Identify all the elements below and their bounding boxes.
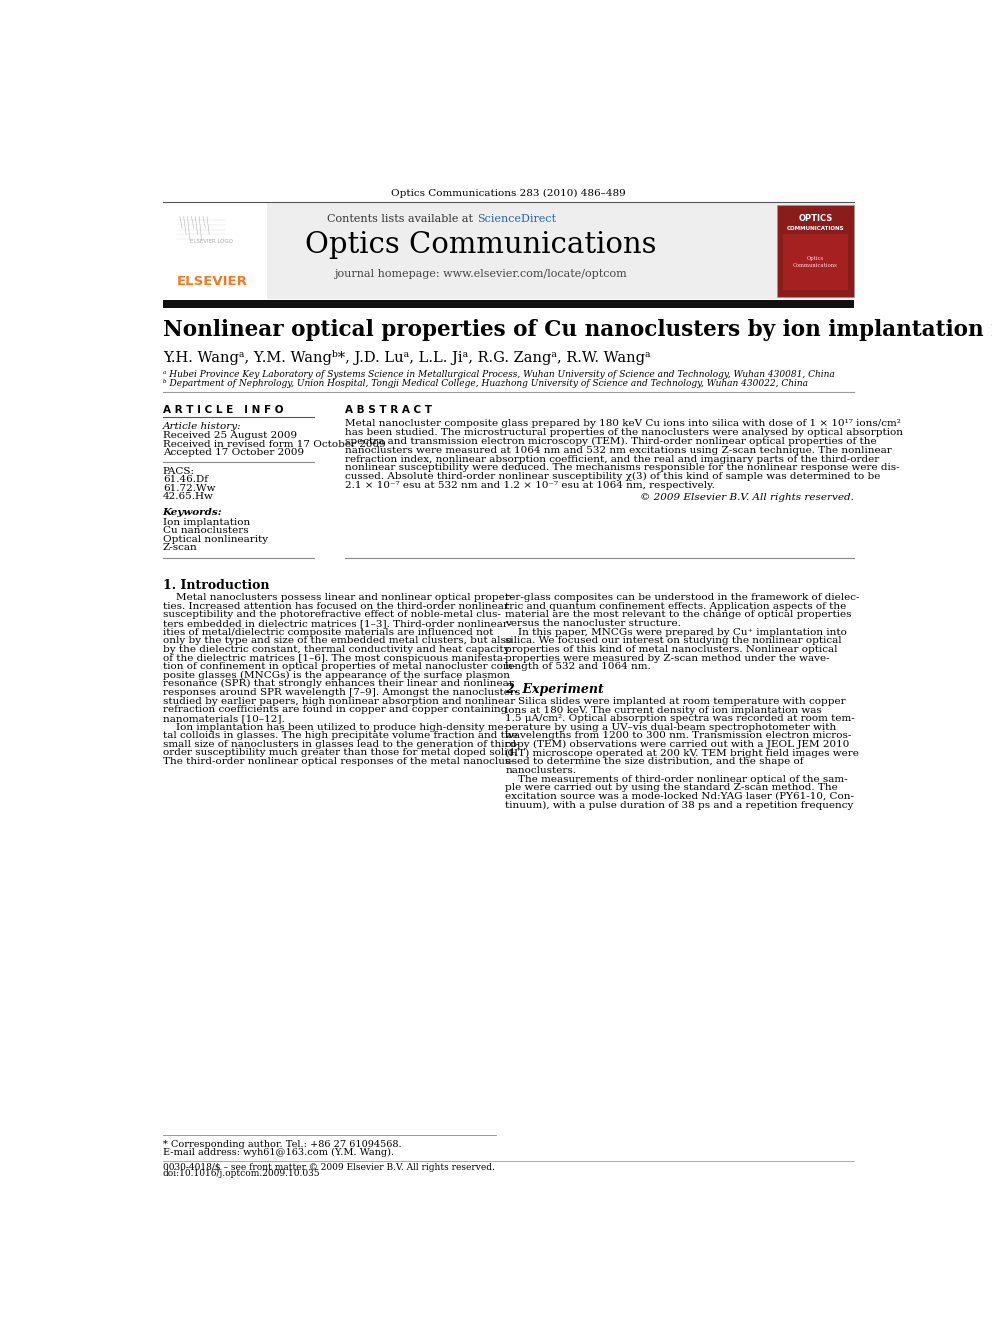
Text: ᵇ Department of Nephrology, Union Hospital, Tongji Medical College, Huazhong Uni: ᵇ Department of Nephrology, Union Hospit…	[163, 380, 807, 388]
Text: spectra and transmission electron microscopy (TEM). Third-order nonlinear optica: spectra and transmission electron micros…	[345, 437, 877, 446]
Text: copy (TEM) observations were carried out with a JEOL JEM 2010: copy (TEM) observations were carried out…	[505, 740, 850, 749]
Text: Contents lists available at: Contents lists available at	[327, 214, 476, 224]
Text: nonlinear susceptibility were deduced. The mechanisms responsible for the nonlin: nonlinear susceptibility were deduced. T…	[345, 463, 900, 472]
Text: journal homepage: www.elsevier.com/locate/optcom: journal homepage: www.elsevier.com/locat…	[334, 270, 627, 279]
Text: tric and quantum confinement effects. Application aspects of the: tric and quantum confinement effects. Ap…	[505, 602, 846, 611]
Text: ters embedded in dielectric matrices [1–3]. Third-order nonlinear-: ters embedded in dielectric matrices [1–…	[163, 619, 511, 628]
Text: Optical nonlinearity: Optical nonlinearity	[163, 534, 268, 544]
Text: refraction coefficients are found in copper and copper containing: refraction coefficients are found in cop…	[163, 705, 507, 714]
Text: Accepted 17 October 2009: Accepted 17 October 2009	[163, 448, 304, 458]
Text: of the dielectric matrices [1–6]. The most conspicuous manifesta-: of the dielectric matrices [1–6]. The mo…	[163, 654, 506, 663]
Text: tal colloids in glasses. The high precipitate volume fraction and the: tal colloids in glasses. The high precip…	[163, 732, 518, 740]
Text: * Corresponding author. Tel.: +86 27 61094568.: * Corresponding author. Tel.: +86 27 610…	[163, 1140, 402, 1148]
Text: small size of nanoclusters in glasses lead to the generation of third-: small size of nanoclusters in glasses le…	[163, 740, 520, 749]
Text: ᵃ Hubei Province Key Laboratory of Systems Science in Metallurgical Process, Wuh: ᵃ Hubei Province Key Laboratory of Syste…	[163, 370, 834, 378]
Text: studied by earlier papers, high nonlinear absorption and nonlinear: studied by earlier papers, high nonlinea…	[163, 697, 515, 705]
Text: nanomaterials [10–12].: nanomaterials [10–12].	[163, 714, 285, 722]
Text: PACS:: PACS:	[163, 467, 194, 476]
Text: Article history:: Article history:	[163, 422, 241, 431]
Text: only by the type and size of the embedded metal clusters, but also: only by the type and size of the embedde…	[163, 636, 512, 646]
Text: Ion implantation: Ion implantation	[163, 517, 250, 527]
Bar	[163, 202, 854, 299]
Text: by the dielectric constant, thermal conductivity and heat capacity: by the dielectric constant, thermal cond…	[163, 644, 509, 654]
Text: resonance (SPR) that strongly enhances their linear and nonlinear: resonance (SPR) that strongly enhances t…	[163, 679, 514, 688]
Text: The third-order nonlinear optical responses of the metal nanoclus-: The third-order nonlinear optical respon…	[163, 757, 514, 766]
Text: 1.5 μA/cm². Optical absorption spectra was recorded at room tem-: 1.5 μA/cm². Optical absorption spectra w…	[505, 714, 855, 724]
Text: properties of this kind of metal nanoclusters. Nonlinear optical: properties of this kind of metal nanoclu…	[505, 644, 838, 654]
Bar	[163, 300, 854, 308]
Text: ScienceDirect: ScienceDirect	[477, 214, 557, 224]
Text: refraction index, nonlinear absorption coefficient, and the real and imaginary p: refraction index, nonlinear absorption c…	[345, 455, 879, 463]
Text: ple were carried out by using the standard Z-scan method. The: ple were carried out by using the standa…	[505, 783, 838, 792]
Text: perature by using a UV–vis dual-beam spectrophotometer with: perature by using a UV–vis dual-beam spe…	[505, 722, 836, 732]
Text: Cu nanoclusters: Cu nanoclusters	[163, 527, 248, 536]
Text: nanoclusters.: nanoclusters.	[505, 766, 576, 775]
Text: 0030-4018/$ – see front matter © 2009 Elsevier B.V. All rights reserved.: 0030-4018/$ – see front matter © 2009 El…	[163, 1163, 495, 1172]
Text: material are the most relevant to the change of optical properties: material are the most relevant to the ch…	[505, 610, 852, 619]
Text: COMMUNICATIONS: COMMUNICATIONS	[787, 225, 844, 230]
Bar	[783, 234, 848, 290]
Text: Received 25 August 2009: Received 25 August 2009	[163, 431, 297, 441]
Text: A R T I C L E   I N F O: A R T I C L E I N F O	[163, 405, 284, 415]
Text: A B S T R A C T: A B S T R A C T	[345, 405, 432, 415]
Text: susceptibility and the photorefractive effect of noble-metal clus-: susceptibility and the photorefractive e…	[163, 610, 501, 619]
Text: In this paper, MNCGs were prepared by Cu⁺ implantation into: In this paper, MNCGs were prepared by Cu…	[505, 627, 847, 636]
Text: 42.65.Hw: 42.65.Hw	[163, 492, 213, 501]
Text: Ion implantation has been utilized to produce high-density me-: Ion implantation has been utilized to pr…	[163, 722, 507, 732]
Bar	[163, 202, 268, 299]
Text: ities of metal/dielectric composite materials are influenced not: ities of metal/dielectric composite mate…	[163, 627, 493, 636]
Text: silica. We focused our interest on studying the nonlinear optical: silica. We focused our interest on study…	[505, 636, 842, 646]
Text: 61.46.Df: 61.46.Df	[163, 475, 207, 484]
Text: 61.72.Ww: 61.72.Ww	[163, 484, 215, 493]
Text: wavelengths from 1200 to 300 nm. Transmission electron micros-: wavelengths from 1200 to 300 nm. Transmi…	[505, 732, 852, 741]
Text: tinuum), with a pulse duration of 38 ps and a repetition frequency: tinuum), with a pulse duration of 38 ps …	[505, 800, 854, 810]
Text: (HT) microscope operated at 200 kV. TEM bright field images were: (HT) microscope operated at 200 kV. TEM …	[505, 749, 859, 758]
Text: ELSEVIER: ELSEVIER	[177, 275, 248, 288]
Text: Keywords:: Keywords:	[163, 508, 222, 517]
Text: responses around SPR wavelength [7–9]. Amongst the nanoclusters: responses around SPR wavelength [7–9]. A…	[163, 688, 520, 697]
Text: Z-scan: Z-scan	[163, 544, 197, 552]
Text: Optics Communications: Optics Communications	[305, 232, 657, 259]
Text: nanoclusters were measured at 1064 nm and 532 nm excitations using Z-scan techni: nanoclusters were measured at 1064 nm an…	[345, 446, 892, 455]
Text: cussed. Absolute third-order nonlinear susceptibility χ(3) of this kind of sampl: cussed. Absolute third-order nonlinear s…	[345, 472, 880, 482]
Text: versus the nanocluster structure.: versus the nanocluster structure.	[505, 619, 682, 628]
Text: Y.H. Wangᵃ, Y.M. Wangᵇ*, J.D. Luᵃ, L.L. Jiᵃ, R.G. Zangᵃ, R.W. Wangᵃ: Y.H. Wangᵃ, Y.M. Wangᵇ*, J.D. Luᵃ, L.L. …	[163, 349, 651, 365]
Text: © 2009 Elsevier B.V. All rights reserved.: © 2009 Elsevier B.V. All rights reserved…	[640, 493, 854, 501]
Text: excitation source was a mode-locked Nd:YAG laser (PY61-10, Con-: excitation source was a mode-locked Nd:Y…	[505, 792, 854, 800]
Text: ions at 180 keV. The current density of ion implantation was: ions at 180 keV. The current density of …	[505, 705, 822, 714]
Text: ter-glass composites can be understood in the framework of dielec-: ter-glass composites can be understood i…	[505, 593, 860, 602]
Text: doi:10.1016/j.optcom.2009.10.035: doi:10.1016/j.optcom.2009.10.035	[163, 1170, 320, 1177]
Text: posite glasses (MNCGs) is the appearance of the surface plasmon: posite glasses (MNCGs) is the appearance…	[163, 671, 510, 680]
Text: OPTICS: OPTICS	[799, 214, 832, 224]
Text: properties were measured by Z-scan method under the wave-: properties were measured by Z-scan metho…	[505, 654, 830, 663]
Text: Metal nanoclusters possess linear and nonlinear optical proper-: Metal nanoclusters possess linear and no…	[163, 593, 513, 602]
Text: Received in revised form 17 October 2009: Received in revised form 17 October 2009	[163, 441, 386, 448]
Text: Metal nanocluster composite glass prepared by 180 keV Cu ions into silica with d: Metal nanocluster composite glass prepar…	[345, 419, 901, 429]
Text: length of 532 and 1064 nm.: length of 532 and 1064 nm.	[505, 662, 651, 671]
Text: 2.1 × 10⁻⁷ esu at 532 nm and 1.2 × 10⁻⁷ esu at 1064 nm, respectively.: 2.1 × 10⁻⁷ esu at 532 nm and 1.2 × 10⁻⁷ …	[345, 482, 715, 490]
Text: used to determine the size distribution, and the shape of: used to determine the size distribution,…	[505, 757, 804, 766]
Text: E-mail address: wyh61@163.com (Y.M. Wang).: E-mail address: wyh61@163.com (Y.M. Wang…	[163, 1148, 394, 1158]
Bar	[778, 205, 854, 296]
Text: Optics Communications 283 (2010) 486–489: Optics Communications 283 (2010) 486–489	[391, 189, 626, 198]
Text: tion of confinement in optical properties of metal nanocluster com-: tion of confinement in optical propertie…	[163, 662, 516, 671]
Text: Silica slides were implanted at room temperature with copper: Silica slides were implanted at room tem…	[505, 697, 846, 706]
Text: order susceptibility much greater than those for metal doped solid.: order susceptibility much greater than t…	[163, 749, 517, 757]
Text: 2. Experiment: 2. Experiment	[505, 683, 604, 696]
Text: The measurements of third-order nonlinear optical of the sam-: The measurements of third-order nonlinea…	[505, 774, 848, 783]
Text: 1. Introduction: 1. Introduction	[163, 579, 269, 591]
Text: ties. Increased attention has focused on the third-order nonlinear: ties. Increased attention has focused on…	[163, 602, 509, 611]
Text: Nonlinear optical properties of Cu nanoclusters by ion implantation in silicate : Nonlinear optical properties of Cu nanoc…	[163, 319, 992, 341]
Text: ELSEVIER LOGO: ELSEVIER LOGO	[189, 239, 233, 245]
Text: Optics
Communications: Optics Communications	[793, 257, 837, 267]
Text: has been studied. The microstructural properties of the nanoclusters were analys: has been studied. The microstructural pr…	[345, 429, 903, 437]
